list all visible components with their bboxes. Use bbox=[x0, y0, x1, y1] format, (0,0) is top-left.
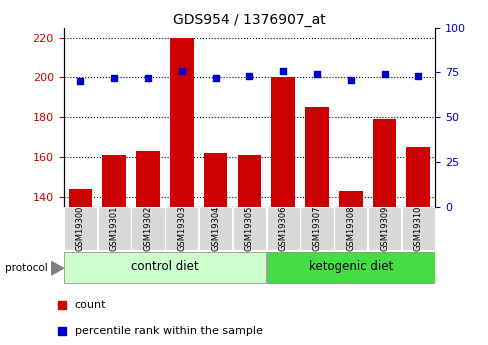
Bar bbox=[271, 77, 294, 207]
Polygon shape bbox=[51, 262, 63, 275]
Point bbox=[380, 71, 387, 77]
Bar bbox=[165, 207, 198, 250]
Point bbox=[312, 71, 320, 77]
Text: GSM19305: GSM19305 bbox=[244, 206, 253, 251]
Bar bbox=[64, 252, 265, 283]
Bar bbox=[300, 207, 333, 250]
Bar bbox=[237, 155, 261, 207]
Text: GSM19309: GSM19309 bbox=[379, 206, 388, 251]
Bar bbox=[372, 119, 396, 207]
Point bbox=[211, 75, 219, 81]
Point bbox=[77, 79, 84, 84]
Bar bbox=[367, 207, 400, 250]
Text: control diet: control diet bbox=[131, 260, 198, 273]
Bar bbox=[305, 107, 328, 207]
Bar bbox=[64, 207, 97, 250]
Text: percentile rank within the sample: percentile rank within the sample bbox=[75, 326, 262, 336]
Bar bbox=[338, 191, 362, 207]
Point bbox=[110, 75, 118, 81]
Bar bbox=[232, 207, 265, 250]
Point bbox=[144, 75, 152, 81]
Bar bbox=[136, 151, 160, 207]
Text: GSM19310: GSM19310 bbox=[413, 206, 422, 251]
Text: GSM19306: GSM19306 bbox=[278, 206, 287, 251]
Text: ketogenic diet: ketogenic diet bbox=[308, 260, 392, 273]
Bar bbox=[203, 153, 227, 207]
Text: GSM19302: GSM19302 bbox=[143, 206, 152, 251]
Bar bbox=[266, 207, 299, 250]
Bar bbox=[406, 147, 429, 207]
Title: GDS954 / 1376907_at: GDS954 / 1376907_at bbox=[173, 12, 325, 27]
Bar bbox=[401, 207, 434, 250]
Text: GSM19308: GSM19308 bbox=[346, 206, 354, 251]
Bar bbox=[266, 252, 434, 283]
Text: GSM19300: GSM19300 bbox=[76, 206, 85, 251]
Point bbox=[346, 77, 354, 82]
Bar bbox=[102, 155, 126, 207]
Text: GSM19304: GSM19304 bbox=[211, 206, 220, 251]
Bar bbox=[98, 207, 130, 250]
Bar bbox=[333, 207, 366, 250]
Point bbox=[279, 68, 286, 73]
Text: protocol: protocol bbox=[5, 263, 47, 273]
Text: count: count bbox=[75, 300, 106, 310]
Bar bbox=[131, 207, 164, 250]
Bar bbox=[68, 189, 92, 207]
Text: GSM19303: GSM19303 bbox=[177, 206, 186, 251]
Text: GSM19301: GSM19301 bbox=[109, 206, 119, 251]
Bar bbox=[170, 38, 193, 207]
Bar bbox=[199, 207, 232, 250]
Text: GSM19307: GSM19307 bbox=[312, 206, 321, 251]
Point bbox=[245, 73, 253, 79]
Point bbox=[413, 73, 421, 79]
Point bbox=[178, 68, 185, 73]
